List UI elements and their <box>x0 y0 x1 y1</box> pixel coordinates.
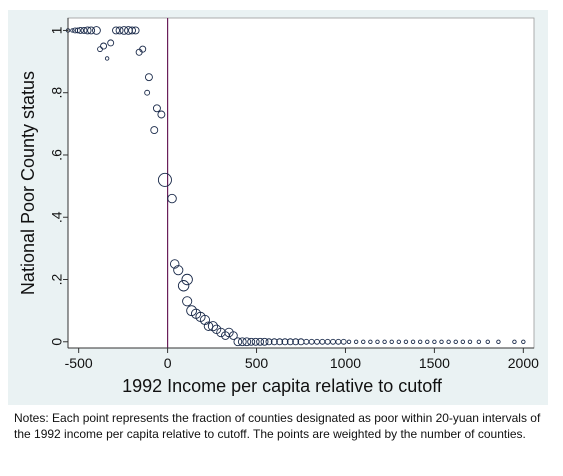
data-point <box>237 337 247 347</box>
data-point <box>115 26 124 35</box>
data-point <box>410 339 416 344</box>
x-tick-label: 1000 <box>330 355 361 371</box>
data-point <box>270 338 278 346</box>
x-tick-label: -500 <box>65 355 93 371</box>
data-point <box>139 45 147 53</box>
data-point <box>260 337 269 346</box>
data-point <box>403 339 409 344</box>
data-point <box>242 337 252 347</box>
figure-panel: -500 0 500 1000 1500 2000 0 .2 .4 .6 .8 1 1992 Inco… <box>8 10 548 405</box>
data-point <box>460 339 466 344</box>
y-tick-label: 0 <box>49 338 65 346</box>
chart-axes: -500 0 500 1000 1500 2000 0 .2 .4 .6 .8 1 <box>49 18 539 371</box>
data-point <box>292 338 300 346</box>
data-point <box>92 26 101 35</box>
data-point <box>476 339 482 344</box>
data-point <box>229 331 238 340</box>
x-axis-label: 1992 Income per capita relative to cutof… <box>122 376 443 396</box>
data-point <box>224 327 234 338</box>
data-point <box>396 339 402 344</box>
data-point <box>152 104 161 113</box>
y-tick-label: .4 <box>49 211 65 223</box>
x-tick-label: 1500 <box>419 355 450 371</box>
data-point <box>87 26 96 35</box>
data-point <box>368 339 373 344</box>
data-point <box>107 39 115 47</box>
data-point <box>144 89 151 96</box>
data-point <box>104 56 110 61</box>
data-point <box>177 280 190 292</box>
data-point <box>80 26 88 34</box>
data-point <box>361 339 366 344</box>
data-point <box>382 339 387 344</box>
data-point <box>169 259 180 269</box>
data-point <box>131 26 140 35</box>
data-point <box>521 339 526 344</box>
data-point <box>265 338 273 346</box>
data-point <box>112 26 120 35</box>
data-point <box>233 337 243 347</box>
data-point <box>157 172 172 187</box>
data-point <box>247 337 256 346</box>
data-point <box>453 339 458 344</box>
data-point <box>74 27 81 34</box>
data-point <box>216 327 226 338</box>
data-point <box>256 337 265 346</box>
data-point <box>144 73 153 82</box>
data-point <box>167 193 177 204</box>
notes-text: Notes: Each point represents the fractio… <box>14 411 541 441</box>
data-point <box>83 26 92 35</box>
data-point <box>353 339 359 344</box>
data-point <box>182 296 193 307</box>
data-point <box>100 42 108 50</box>
data-point <box>439 339 444 344</box>
data-point <box>70 28 75 33</box>
data-point <box>512 339 517 344</box>
data-point <box>251 337 260 346</box>
data-point <box>286 338 294 346</box>
data-point <box>467 339 473 344</box>
data-point <box>446 339 451 344</box>
data-point <box>485 339 490 344</box>
x-tick-label: 0 <box>164 355 172 371</box>
data-point <box>199 314 211 326</box>
x-tick-label: 2000 <box>508 355 539 371</box>
data-point <box>173 265 184 276</box>
data-point <box>181 273 193 286</box>
data-point <box>432 339 437 344</box>
data-point <box>128 26 136 35</box>
y-tick-label: 1 <box>49 26 65 34</box>
data-point <box>389 339 394 344</box>
data-point <box>203 321 214 331</box>
y-axis-label: National Poor County status <box>18 71 38 295</box>
data-point <box>496 339 501 344</box>
data-point <box>276 338 284 346</box>
data-point <box>150 126 159 135</box>
data-point <box>340 338 347 345</box>
data-point <box>375 339 380 344</box>
y-tick-label: .6 <box>49 149 65 161</box>
data-point <box>417 339 423 344</box>
data-point <box>346 339 352 344</box>
y-tick-label: .8 <box>49 87 65 99</box>
x-tick-label: 500 <box>245 355 269 371</box>
y-tick-label: .2 <box>49 273 65 285</box>
data-point <box>281 338 289 346</box>
data-point <box>207 321 219 332</box>
data-point <box>76 26 84 34</box>
data-point <box>425 339 430 344</box>
scatter-chart: -500 0 500 1000 1500 2000 0 .2 .4 .6 .8 1 1992 Inco… <box>8 10 548 405</box>
data-point <box>157 110 166 119</box>
data-point <box>119 26 129 35</box>
chart-marks <box>65 18 526 348</box>
plot-area <box>67 17 535 349</box>
